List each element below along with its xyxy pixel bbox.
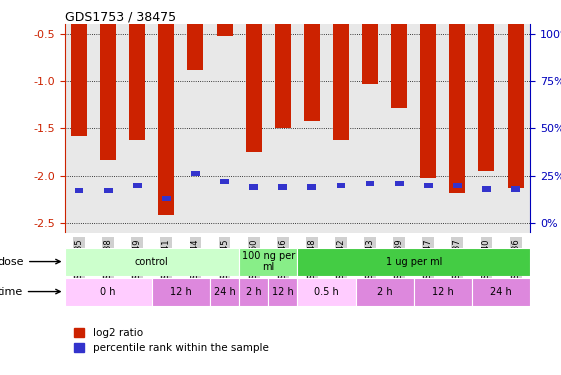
Text: control: control (135, 256, 169, 267)
Bar (420, 24, 436, 178)
Text: 12 h: 12 h (272, 286, 293, 297)
Bar (479, 24, 494, 171)
Bar (129, 24, 145, 140)
Bar (249, 184, 258, 190)
Bar (424, 183, 433, 188)
Bar (511, 186, 520, 192)
Bar (413, 278, 472, 306)
Bar (268, 278, 297, 306)
Bar (333, 24, 349, 140)
Bar (362, 24, 378, 84)
Text: 12 h: 12 h (432, 286, 454, 297)
Bar (152, 278, 210, 306)
Text: 0 h: 0 h (100, 286, 116, 297)
Bar (395, 181, 403, 186)
Bar (187, 24, 204, 70)
Text: dose: dose (0, 256, 60, 267)
Bar (104, 188, 113, 194)
Legend: log2 ratio, percentile rank within the sample: log2 ratio, percentile rank within the s… (70, 324, 273, 357)
Bar (217, 24, 233, 36)
Bar (239, 278, 268, 306)
Bar (356, 278, 413, 306)
Bar (278, 184, 287, 190)
Bar (191, 171, 200, 177)
Text: 1 ug per ml: 1 ug per ml (385, 256, 442, 267)
Bar (366, 181, 375, 186)
Text: 24 h: 24 h (490, 286, 512, 297)
Bar (391, 24, 407, 108)
Bar (508, 24, 523, 188)
Bar (337, 183, 346, 188)
Bar (307, 184, 316, 190)
Bar (100, 24, 116, 160)
Bar (472, 278, 530, 306)
Bar (65, 278, 152, 306)
Bar (75, 188, 84, 194)
Bar (297, 278, 356, 306)
Bar (482, 186, 491, 192)
Text: 0.5 h: 0.5 h (314, 286, 339, 297)
Text: time: time (0, 286, 60, 297)
Bar (297, 248, 530, 276)
Bar (158, 24, 174, 216)
Bar (239, 248, 297, 276)
Text: GDS1753 / 38475: GDS1753 / 38475 (65, 10, 176, 23)
Text: 24 h: 24 h (214, 286, 236, 297)
Bar (453, 183, 462, 188)
Bar (220, 179, 229, 184)
Bar (65, 248, 239, 276)
Text: 100 ng per
ml: 100 ng per ml (242, 251, 295, 272)
Bar (162, 196, 171, 201)
Bar (304, 24, 320, 121)
Text: 2 h: 2 h (246, 286, 261, 297)
Bar (449, 24, 466, 193)
Bar (133, 183, 142, 188)
Text: 2 h: 2 h (377, 286, 393, 297)
Bar (210, 278, 239, 306)
Bar (275, 24, 291, 128)
Bar (71, 24, 87, 136)
Text: 12 h: 12 h (170, 286, 192, 297)
Bar (246, 24, 261, 152)
